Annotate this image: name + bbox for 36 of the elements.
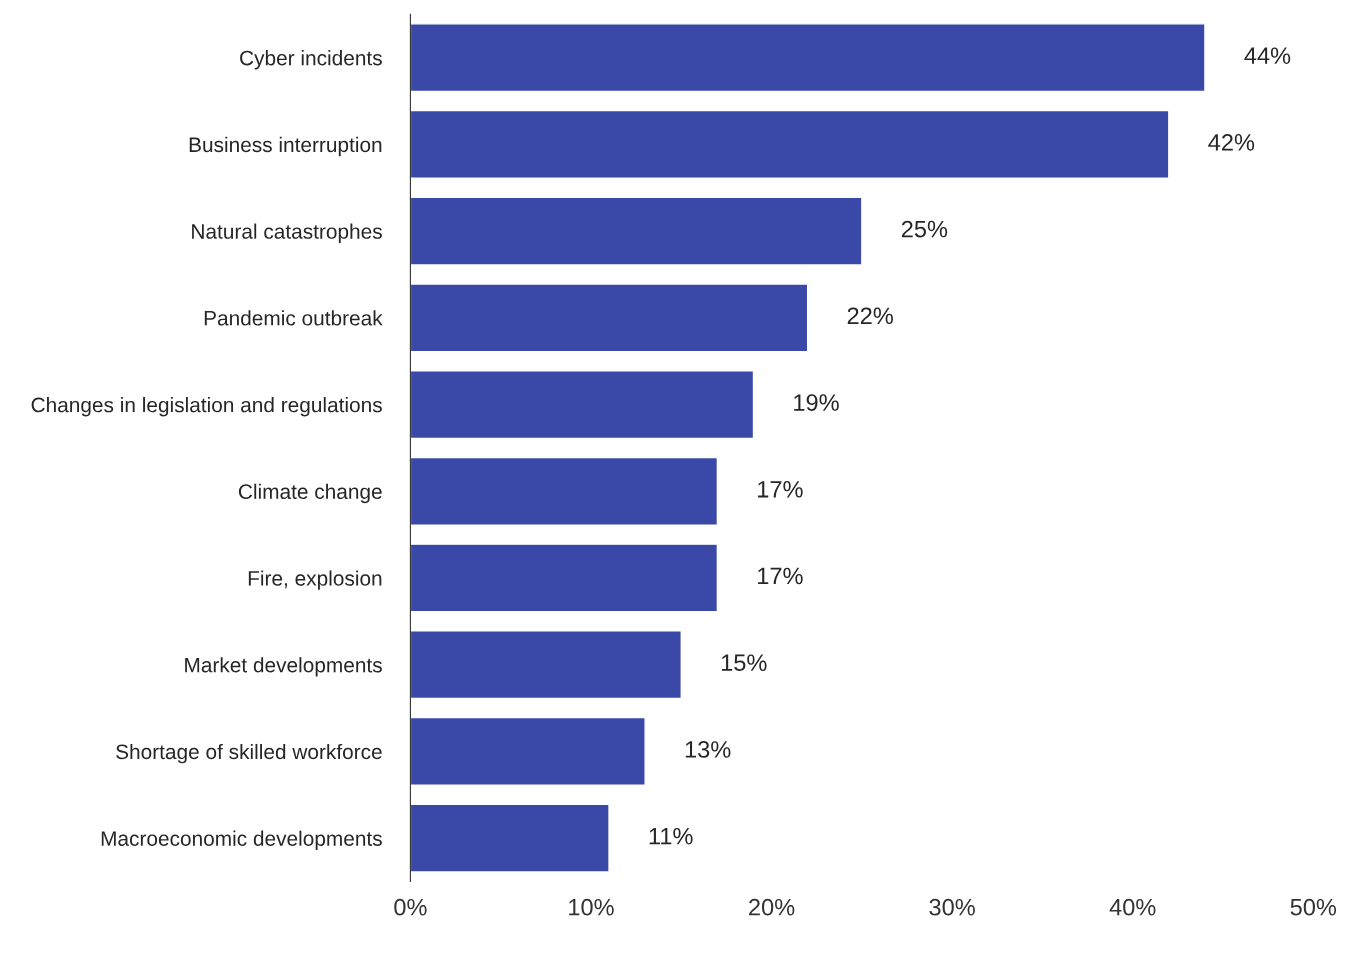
bar bbox=[410, 23, 1206, 93]
y-tick-label: Macroeconomic developments bbox=[101, 830, 382, 851]
data-label: 44% bbox=[1244, 47, 1291, 64]
x-tick-label: 20% bbox=[749, 898, 795, 916]
data-label: 19% bbox=[794, 394, 839, 411]
bar bbox=[410, 803, 610, 873]
bar bbox=[410, 630, 682, 700]
y-tick-label: Market developments bbox=[185, 657, 382, 677]
data-label: 17% bbox=[758, 567, 803, 585]
data-label: 42% bbox=[1208, 134, 1255, 151]
bar bbox=[410, 716, 646, 786]
y-tick-label: Climate change bbox=[238, 483, 382, 504]
bar bbox=[410, 456, 719, 526]
x-tick-label: 30% bbox=[929, 898, 975, 916]
y-tick-label: Fire, explosion bbox=[248, 570, 382, 590]
y-tick-label: Shortage of skilled workforce bbox=[116, 743, 382, 764]
data-label: 11% bbox=[649, 827, 693, 845]
x-tick-label: 50% bbox=[1290, 898, 1337, 916]
x-tick-label: 40% bbox=[1109, 898, 1156, 916]
y-tick-label: Cyber incidents bbox=[240, 50, 382, 70]
data-label: 13% bbox=[685, 741, 731, 758]
bar bbox=[410, 109, 1170, 179]
data-label: 22% bbox=[847, 307, 893, 325]
bar bbox=[410, 370, 755, 440]
bar bbox=[410, 543, 719, 613]
y-tick-label: Changes in legislation and regulations bbox=[31, 397, 382, 417]
y-tick-label: Business interruption bbox=[189, 136, 382, 157]
x-tick-label: 0% bbox=[394, 898, 427, 916]
bar bbox=[410, 196, 863, 266]
data-label: 17% bbox=[758, 480, 803, 498]
y-tick-label: Natural catastrophes bbox=[192, 223, 382, 243]
y-tick-label: Pandemic outbreak bbox=[204, 310, 383, 326]
data-label: 15% bbox=[721, 654, 767, 672]
x-tick-label: 10% bbox=[569, 898, 614, 916]
bar bbox=[410, 283, 809, 353]
data-label: 25% bbox=[901, 220, 948, 238]
